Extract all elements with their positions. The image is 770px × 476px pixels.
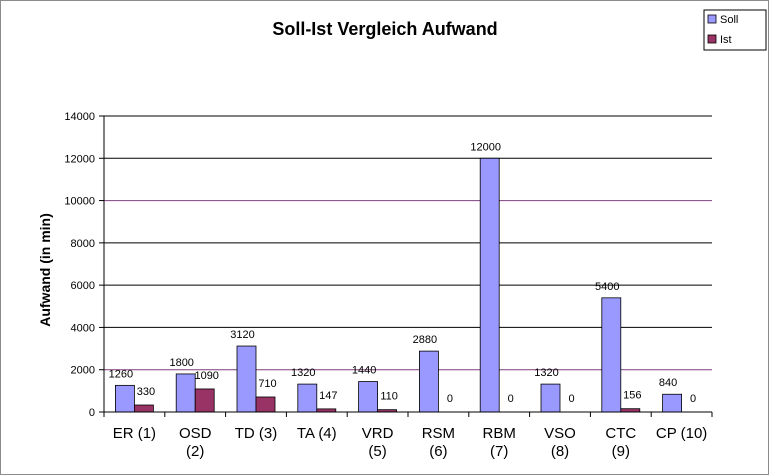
labels-layer: 0 2000 4000 6000 8000 10000 12000 14000 ER (1) 12… xyxy=(64,111,707,460)
x-tick-label-line: (7) xyxy=(490,443,508,460)
bar-soll xyxy=(601,297,622,413)
data-label-ist: 0 xyxy=(568,393,574,405)
y-tick-label: 2000 xyxy=(71,365,95,377)
x-tick-label-line: (5) xyxy=(368,443,386,460)
data-label-ist: 147 xyxy=(319,390,337,402)
bar-soll xyxy=(358,381,379,413)
bar-soll xyxy=(479,157,500,413)
x-tick-label-line: (2) xyxy=(186,443,204,460)
data-label-soll: 1320 xyxy=(534,367,558,379)
bar-soll xyxy=(115,384,135,413)
x-tick-label: OSD (2) xyxy=(179,425,212,460)
legend-label-ist: Ist xyxy=(720,34,732,46)
data-label-soll: 12000 xyxy=(470,141,501,153)
y-tick-label: 4000 xyxy=(71,322,95,334)
x-tick-label-line: (6) xyxy=(429,443,447,460)
x-tick-label-line: VRD xyxy=(362,425,394,442)
x-tick-label: TD (3) xyxy=(235,425,278,442)
data-label-ist: 330 xyxy=(137,386,155,398)
data-label-ist: 710 xyxy=(258,378,276,390)
data-label-soll: 1320 xyxy=(291,367,315,379)
x-tick-label-line: OSD xyxy=(179,425,212,442)
x-tick-label: RSM (6) xyxy=(422,425,455,460)
x-tick-label: CP (10) xyxy=(656,425,707,442)
data-label-soll: 840 xyxy=(659,377,677,389)
data-label-ist: 156 xyxy=(623,390,641,402)
x-tick-label-line: CP (10) xyxy=(656,425,707,442)
x-tick-label-line: RBM xyxy=(483,425,516,442)
bar-soll xyxy=(175,373,196,413)
bars-layer xyxy=(115,157,682,413)
data-label-soll: 5400 xyxy=(595,281,619,293)
x-tick-label-line: RSM xyxy=(422,425,455,442)
legend-label-soll: Soll xyxy=(720,14,738,26)
y-tick-label: 10000 xyxy=(64,196,95,208)
chart-title: Soll-Ist Vergleich Aufwand xyxy=(272,19,497,39)
y-tick-label: 6000 xyxy=(71,280,95,292)
y-axis-label: Aufwand (in min) xyxy=(37,213,53,327)
y-tick-label: 14000 xyxy=(64,111,95,123)
bar-ist xyxy=(194,388,215,413)
data-label-soll: 1800 xyxy=(169,357,193,369)
axis-layer xyxy=(99,115,713,417)
x-tick-label-line: VSO xyxy=(544,425,576,442)
legend-swatch-soll xyxy=(707,14,717,24)
data-label-soll: 2880 xyxy=(413,334,437,346)
bar-soll xyxy=(540,383,561,413)
x-tick-label-line: CTC xyxy=(605,425,636,442)
x-tick-label-line: TD (3) xyxy=(235,425,278,442)
data-label-ist: 0 xyxy=(508,393,514,405)
x-tick-label-line: TA (4) xyxy=(297,425,337,442)
data-label-soll: 3120 xyxy=(230,329,254,341)
bar-soll xyxy=(236,345,257,413)
x-tick-label: VRD (5) xyxy=(362,425,394,460)
legend: Soll Ist xyxy=(703,9,767,51)
bar-ist xyxy=(133,404,154,413)
bar-soll xyxy=(418,350,439,413)
x-tick-label-line: (9) xyxy=(612,443,630,460)
legend-swatch-ist xyxy=(707,34,717,44)
y-tick-label: 12000 xyxy=(64,153,95,165)
x-tick-label-line: (8) xyxy=(551,443,569,460)
y-tick-label: 8000 xyxy=(71,238,95,250)
y-tick-label: 0 xyxy=(89,407,95,419)
x-tick-label: RBM (7) xyxy=(483,425,516,460)
x-tick-label-line: ER (1) xyxy=(113,425,156,442)
data-label-ist: 110 xyxy=(380,391,398,403)
data-label-soll: 1260 xyxy=(109,368,133,380)
x-tick-label: CTC (9) xyxy=(605,425,636,460)
bar-soll xyxy=(662,393,682,413)
data-label-ist: 0 xyxy=(690,393,696,405)
x-tick-label: ER (1) xyxy=(113,425,156,442)
bar-soll xyxy=(297,383,318,413)
data-label-soll: 1440 xyxy=(352,365,376,377)
x-tick-label: VSO (8) xyxy=(544,425,576,460)
bar-ist xyxy=(255,396,276,413)
data-label-ist: 0 xyxy=(447,393,453,405)
x-tick-label: TA (4) xyxy=(297,425,337,442)
data-label-ist: 1090 xyxy=(194,370,218,382)
